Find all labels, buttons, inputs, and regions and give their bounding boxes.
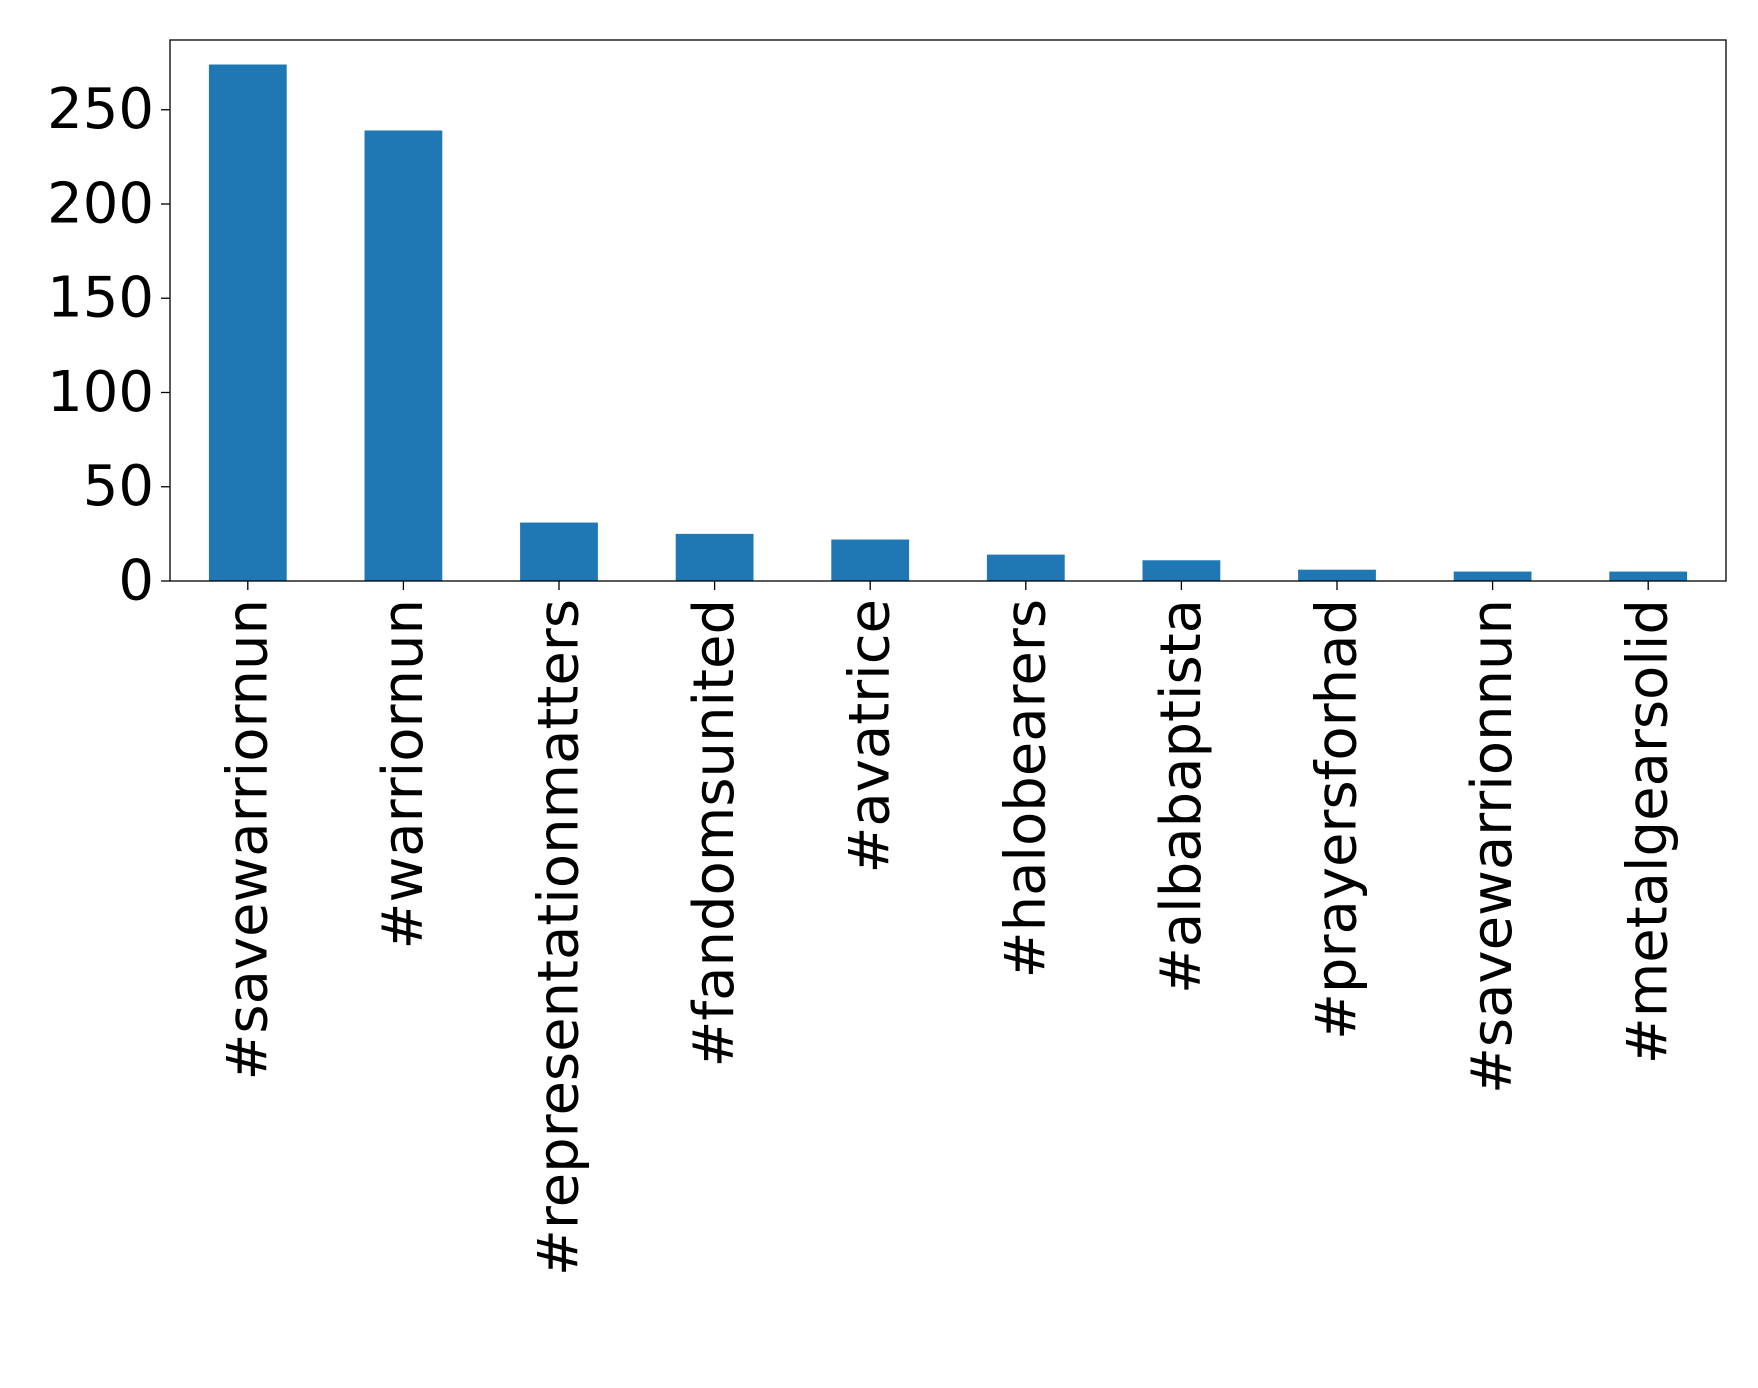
x-tick-label-9: #metalgearsolid	[1616, 599, 1681, 1064]
bars-layer	[208, 64, 1688, 582]
bar-4	[831, 539, 910, 581]
x-tick-label-2: #representationmatters	[527, 599, 592, 1276]
plot-frame	[169, 39, 1727, 582]
x-tick-label-7: #prayersforhad	[1305, 599, 1370, 1040]
x-tick-label-5: #halobearers	[993, 599, 1058, 978]
x-tick-label-0: #savewarriornun	[215, 599, 280, 1081]
bar-6	[1142, 560, 1221, 581]
bar-3	[675, 533, 754, 581]
x-tick-label-1: #warriornun	[371, 599, 436, 949]
bar-8	[1453, 571, 1532, 581]
y-tick-label-3: 150	[47, 266, 154, 331]
y-tick-label-2: 100	[47, 360, 154, 425]
x-tick-label-4: #avatrice	[838, 599, 903, 873]
bar-0	[208, 64, 287, 581]
y-axis-ticks: 0 50 100 150 200 250	[47, 77, 170, 614]
bar-7	[1298, 569, 1376, 581]
x-tick-label-8: #savewarrionnun	[1460, 599, 1525, 1094]
x-tick-label-6: #albabaptista	[1149, 599, 1214, 994]
x-tick-label-3: #fandomsunited	[682, 599, 747, 1067]
x-axis-ticks: #savewarriornun #warriornun #representatio…	[215, 581, 1681, 1276]
y-tick-label-5: 250	[47, 77, 154, 142]
y-tick-label-4: 200	[47, 171, 154, 236]
y-tick-label-1: 50	[83, 454, 154, 519]
bar-1	[364, 130, 443, 582]
y-tick-label-0: 0	[118, 549, 154, 614]
bar-9	[1609, 571, 1688, 581]
bar-2	[520, 522, 598, 581]
bar-5	[986, 554, 1065, 581]
